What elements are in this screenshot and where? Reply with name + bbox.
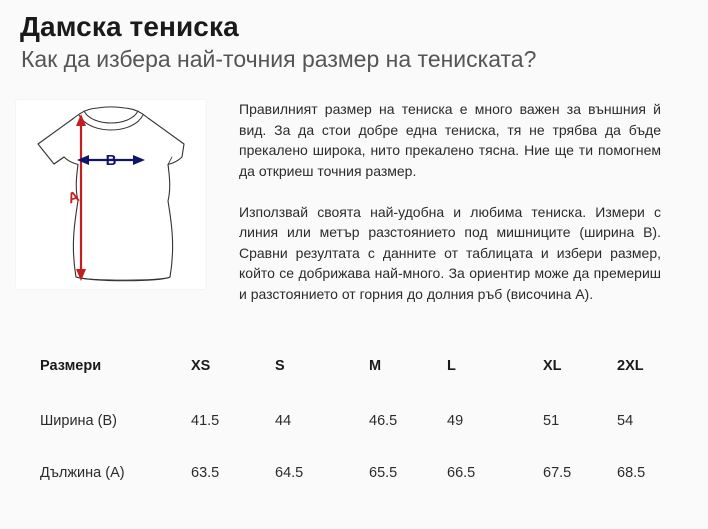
svg-text:B: B	[106, 152, 117, 169]
